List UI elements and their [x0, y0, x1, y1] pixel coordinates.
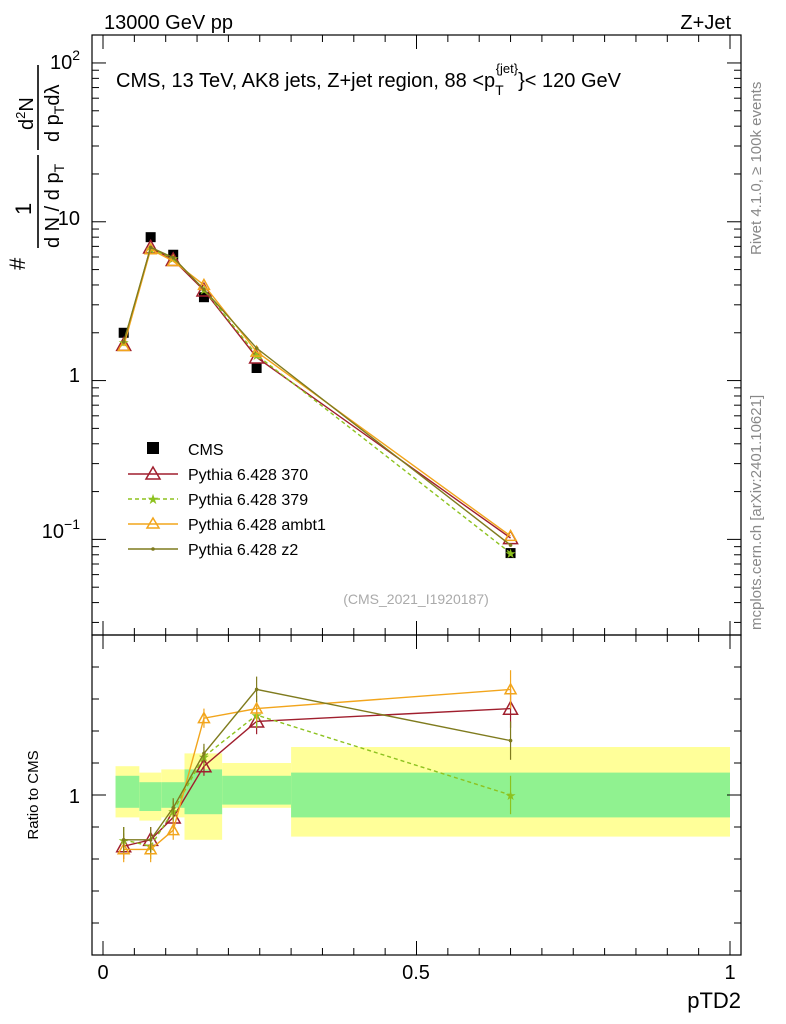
data-point — [116, 338, 131, 352]
data-point — [195, 757, 213, 773]
data-point — [116, 842, 131, 855]
data-point — [254, 687, 259, 692]
band-inner-bin — [222, 775, 292, 805]
data-point — [118, 327, 129, 338]
data-point — [202, 287, 206, 292]
data-point — [508, 738, 513, 743]
rivet-label: Rivet 4.1.0, ≥ 100k events — [748, 82, 765, 255]
ytick-label-100: 102 — [50, 47, 80, 74]
data-point — [503, 682, 518, 695]
data-point — [121, 340, 126, 344]
ylabel-den-2: d pTdλ — [42, 85, 67, 143]
title-prefix: CMS, 13 TeV, AK8 jets, Z+jet region, 88 … — [116, 70, 495, 92]
mcplots-label: mcplots.cern.ch [arXiv:2401.10621] — [748, 395, 765, 630]
title-sub: T — [495, 82, 504, 98]
ytick-label-1: 1 — [69, 365, 80, 387]
main-plot-series: ★★★★★★ — [115, 232, 519, 561]
ratio-line-ambt1 — [123, 688, 511, 851]
header-right-label: Z+Jet — [680, 12, 731, 34]
legend-label-z2: Pythia 6.428 z2 — [188, 542, 298, 559]
legend-label-cms: CMS — [188, 442, 224, 459]
ratio-plot-frame — [91, 634, 742, 956]
data-point — [197, 711, 211, 724]
main-ylabel: # 1 d N / d pT d2N d pTdλ — [5, 65, 67, 270]
ylabel-den-main: d N / d pT — [42, 163, 67, 248]
xtick-label-0: 0 — [97, 962, 108, 984]
xtick-label-1: 1 — [724, 962, 735, 984]
legend-label-379: Pythia 6.428 379 — [188, 492, 308, 509]
ratio-line-p379 — [123, 714, 511, 847]
ratio-ylabel: Ratio to CMS — [25, 750, 42, 839]
data-point — [143, 842, 158, 855]
main-plot-title: CMS, 13 TeV, AK8 jets, Z+jet region, 88 … — [116, 61, 622, 98]
data-point — [508, 543, 513, 547]
band-inner-bin — [139, 782, 162, 811]
xtick-label-0.5: 0.5 — [402, 962, 430, 984]
header-left-label: 13000 GeV pp — [104, 12, 233, 34]
data-point — [171, 806, 176, 810]
analysis-id: (CMS_2021_I1920187) — [343, 591, 489, 607]
data-point — [505, 548, 516, 559]
data-point — [148, 838, 153, 842]
legend-marker-z2 — [151, 547, 155, 551]
data-point — [166, 823, 180, 836]
legend-marker-ambt1 — [145, 516, 161, 529]
ytick-label-10: 10 — [58, 208, 80, 230]
title-sup: {jet} — [496, 61, 519, 76]
data-point — [249, 701, 264, 714]
data-point — [254, 346, 259, 350]
ratio-plot-series: ★★★★★★ — [115, 670, 519, 863]
x-axis-label: pTD2 — [687, 988, 741, 1013]
data-point — [202, 751, 206, 756]
data-point — [198, 292, 209, 303]
legend: CMS Pythia 6.428 370 ★ Pythia 6.428 379 … — [128, 442, 326, 559]
ylabel-one: 1 — [11, 203, 36, 215]
series-line-z2 — [123, 246, 511, 546]
ratio-line-z2 — [123, 688, 511, 841]
data-point — [502, 700, 519, 715]
series-line-ambt1 — [123, 248, 511, 537]
ylabel-numerator: d2N — [13, 97, 38, 130]
data-point: ★ — [505, 788, 517, 803]
data-point — [503, 528, 518, 542]
data-point — [145, 232, 156, 243]
data-point — [121, 838, 126, 842]
data-point — [251, 363, 262, 374]
legend-marker-cms — [147, 442, 159, 454]
legend-marker-370 — [144, 465, 162, 480]
data-point: ★ — [505, 546, 517, 561]
axes — [92, 35, 741, 956]
title-suffix: }< 120 GeV — [518, 70, 622, 92]
legend-label-ambt1: Pythia 6.428 ambt1 — [188, 517, 326, 534]
band-inner-bin — [184, 769, 223, 815]
data-point — [171, 255, 176, 260]
ylabel-lead: # — [5, 257, 30, 270]
ytick-label-0.1: 10−1 — [42, 516, 80, 543]
band-inner-bin — [115, 775, 140, 808]
data-point — [142, 238, 159, 254]
legend-marker-379: ★ — [147, 491, 160, 507]
data-point — [148, 245, 153, 250]
legend-label-370: Pythia 6.428 370 — [188, 467, 308, 484]
ratio-ytick-label-1: 1 — [69, 786, 80, 808]
